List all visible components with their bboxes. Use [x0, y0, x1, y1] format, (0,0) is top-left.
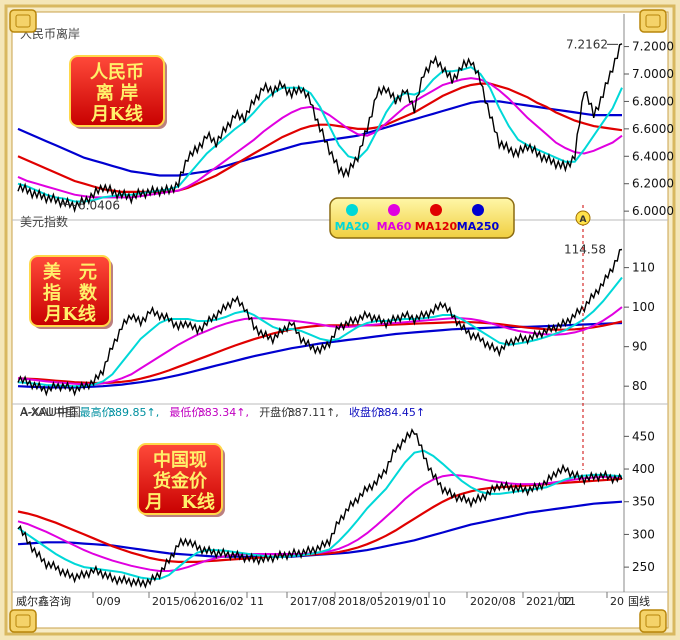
- y-tick-label: 6.6000: [632, 122, 674, 136]
- series-price-line: [17, 43, 623, 214]
- corner-ornament-inner: [645, 14, 661, 28]
- title-box-line: 月K线: [90, 103, 143, 125]
- y-tick-label: 350: [632, 495, 655, 509]
- x-tick-label: 2018/05: [338, 595, 384, 608]
- x-tick-label: 2021/02: [526, 595, 572, 608]
- y-tick-label: 90: [632, 340, 647, 354]
- series-ma20-line: [17, 276, 623, 388]
- series-ma60-line: [17, 77, 623, 199]
- title-box-line: 人民币: [90, 62, 144, 83]
- annotation-high: 7.2162: [566, 37, 608, 51]
- corner-ornament: [639, 609, 667, 633]
- x-tick-label: 2020/08: [470, 595, 516, 608]
- info-text: 最低价:: [169, 406, 206, 419]
- legend-swatch: [430, 204, 442, 216]
- x-tick-label: 11: [562, 595, 576, 608]
- info-text: A-XAU中国: [20, 406, 76, 419]
- info-text: 389.85↑,: [108, 406, 159, 419]
- info-text: 383.34↑,: [198, 406, 249, 419]
- title-box: [69, 55, 165, 127]
- x-tick-label: 0/09: [96, 595, 121, 608]
- info-text: 开盘价:: [259, 405, 296, 419]
- y-tick-label: 6.2000: [632, 177, 674, 191]
- series-ma250-line: [17, 100, 622, 177]
- corner-ornament-inner: [15, 614, 31, 628]
- info-text: 387.11↑,: [288, 406, 339, 419]
- legend-item: MA120: [415, 220, 458, 233]
- title-box-line: 货金价: [153, 470, 208, 492]
- x-tick-label: 20: [610, 595, 624, 608]
- legend-swatch: [472, 204, 484, 216]
- legend-swatch: [346, 204, 358, 216]
- legend-item: MA250: [457, 220, 500, 233]
- y-tick-label: 6.0000: [632, 204, 674, 218]
- series-price-line: [17, 428, 623, 589]
- title-box: [137, 443, 223, 515]
- corner-ornament: [639, 9, 667, 33]
- info-text: 最高价:: [80, 405, 117, 419]
- title-box-line: 中国现: [153, 449, 207, 471]
- title-box-line: 美 元: [43, 261, 97, 283]
- title-box-line: 离 岸: [96, 82, 138, 104]
- title-box: [29, 255, 111, 327]
- corner-text: 国线: [628, 594, 650, 608]
- series-ma120-line: [17, 320, 623, 385]
- corner-ornament: [9, 9, 37, 33]
- y-tick-label: 100: [632, 300, 655, 314]
- series-ma60-line: [17, 306, 623, 386]
- y-tick-label: 450: [632, 429, 655, 443]
- x-tick-label: 10: [432, 595, 446, 608]
- x-tick-label: 2015/06: [152, 595, 198, 608]
- y-tick-label: 6.8000: [632, 94, 674, 108]
- x-tick-label: 2017/08: [290, 595, 336, 608]
- guide-marker: [575, 210, 591, 226]
- panel-label: A-XAU中国: [20, 404, 81, 419]
- panel-label: 美元指数: [20, 214, 68, 229]
- series-price-line: [17, 248, 623, 397]
- guide-marker-letter: A: [580, 215, 587, 225]
- legend-item: MA60: [377, 220, 412, 233]
- y-tick-label: 400: [632, 462, 655, 476]
- x-tick-label: 2019/01: [384, 595, 430, 608]
- title-box-line: 指 数: [43, 282, 98, 304]
- y-tick-label: 80: [632, 379, 647, 393]
- corner-ornament-inner: [15, 14, 31, 28]
- info-text: 384.45↑: [377, 406, 425, 419]
- legend-item: MA20: [335, 220, 370, 233]
- info-text: 收盘价:: [349, 405, 386, 419]
- title-box-line: 月 K线: [144, 491, 215, 513]
- corner-ornament: [9, 609, 37, 633]
- y-tick-label: 110: [632, 261, 655, 275]
- annotation-low-pointer: [59, 203, 77, 207]
- y-tick-label: 250: [632, 560, 655, 574]
- x-tick-label: 11: [250, 595, 264, 608]
- corner-ornament-inner: [645, 614, 661, 628]
- y-tick-label: 300: [632, 527, 655, 541]
- watermark: 威尔鑫咨询: [16, 594, 71, 608]
- annotation-high: 114.58: [564, 243, 606, 257]
- series-ma20-line: [17, 449, 623, 580]
- y-tick-label: 6.4000: [632, 149, 674, 163]
- annotation-low: 6.0406: [78, 199, 120, 213]
- legend-swatch: [388, 204, 400, 216]
- y-tick-label: 7.2000: [632, 40, 674, 54]
- y-tick-label: 7.0000: [632, 67, 674, 81]
- legend-box: [329, 197, 515, 239]
- x-tick-label: 2016/02: [198, 595, 244, 608]
- title-box-line: 月K线: [43, 303, 96, 325]
- series-ma120-line: [17, 82, 623, 193]
